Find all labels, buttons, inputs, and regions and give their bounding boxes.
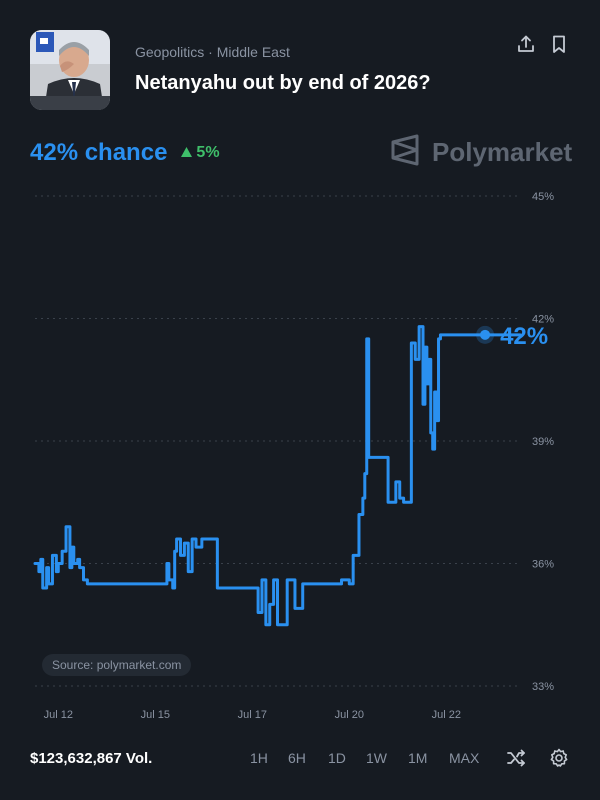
chance-summary: 42% chance 5% bbox=[30, 138, 220, 168]
price-chart[interactable]: 45% 42% 39% 36% 33% Jul 12 Jul 15 Jul 17 Jul 20 J… bbox=[0, 180, 600, 720]
market-title: Netanyahu out by end of 2026? bbox=[135, 72, 431, 94]
range-1d-button[interactable]: 1D bbox=[328, 750, 346, 766]
triangle-up-icon bbox=[181, 144, 193, 162]
range-1h-button[interactable]: 1H bbox=[250, 750, 268, 766]
range-max-button[interactable]: MAX bbox=[449, 750, 480, 766]
delta-value: 5% bbox=[196, 144, 220, 161]
y-tick-label: 42% bbox=[532, 314, 554, 326]
source-label: Source: polymarket.com bbox=[42, 654, 192, 676]
brand-name: Polymarket bbox=[432, 136, 573, 167]
chance-delta: 5% bbox=[181, 144, 220, 162]
x-tick-label: Jul 20 bbox=[335, 709, 364, 720]
y-tick-label: 39% bbox=[532, 436, 554, 448]
shuffle-icon[interactable] bbox=[503, 745, 529, 771]
y-tick-label: 45% bbox=[532, 191, 554, 203]
brand-watermark: Polymarket bbox=[390, 134, 572, 170]
x-tick-label: Jul 22 bbox=[432, 709, 461, 720]
y-tick-label: 33% bbox=[532, 681, 554, 693]
volume-label: $123,632,867 Vol. bbox=[30, 750, 153, 767]
market-category: Geopolitics · Middle East bbox=[135, 44, 290, 60]
chart-footer: $123,632,867 Vol. 1H 6H 1D 1W 1M MAX bbox=[0, 740, 600, 780]
settings-icon[interactable] bbox=[546, 745, 572, 771]
x-tick-label: Jul 17 bbox=[238, 709, 267, 720]
series-line bbox=[33, 325, 522, 627]
y-tick-label: 36% bbox=[532, 559, 554, 571]
chance-value: 42% chance bbox=[30, 139, 168, 166]
polymarket-logo-icon bbox=[390, 134, 420, 171]
x-tick-label: Jul 15 bbox=[141, 709, 170, 720]
range-6h-button[interactable]: 6H bbox=[288, 750, 306, 766]
market-thumbnail[interactable] bbox=[30, 30, 110, 110]
range-1w-button[interactable]: 1W bbox=[366, 750, 387, 766]
end-value-label: 42% bbox=[500, 323, 548, 350]
share-icon[interactable] bbox=[513, 30, 539, 58]
bookmark-icon[interactable] bbox=[546, 30, 572, 58]
range-1m-button[interactable]: 1M bbox=[408, 750, 428, 766]
market-header: Geopolitics · Middle East Netanyahu out … bbox=[0, 0, 600, 120]
x-tick-label: Jul 12 bbox=[44, 709, 73, 720]
end-point-marker bbox=[480, 329, 491, 340]
